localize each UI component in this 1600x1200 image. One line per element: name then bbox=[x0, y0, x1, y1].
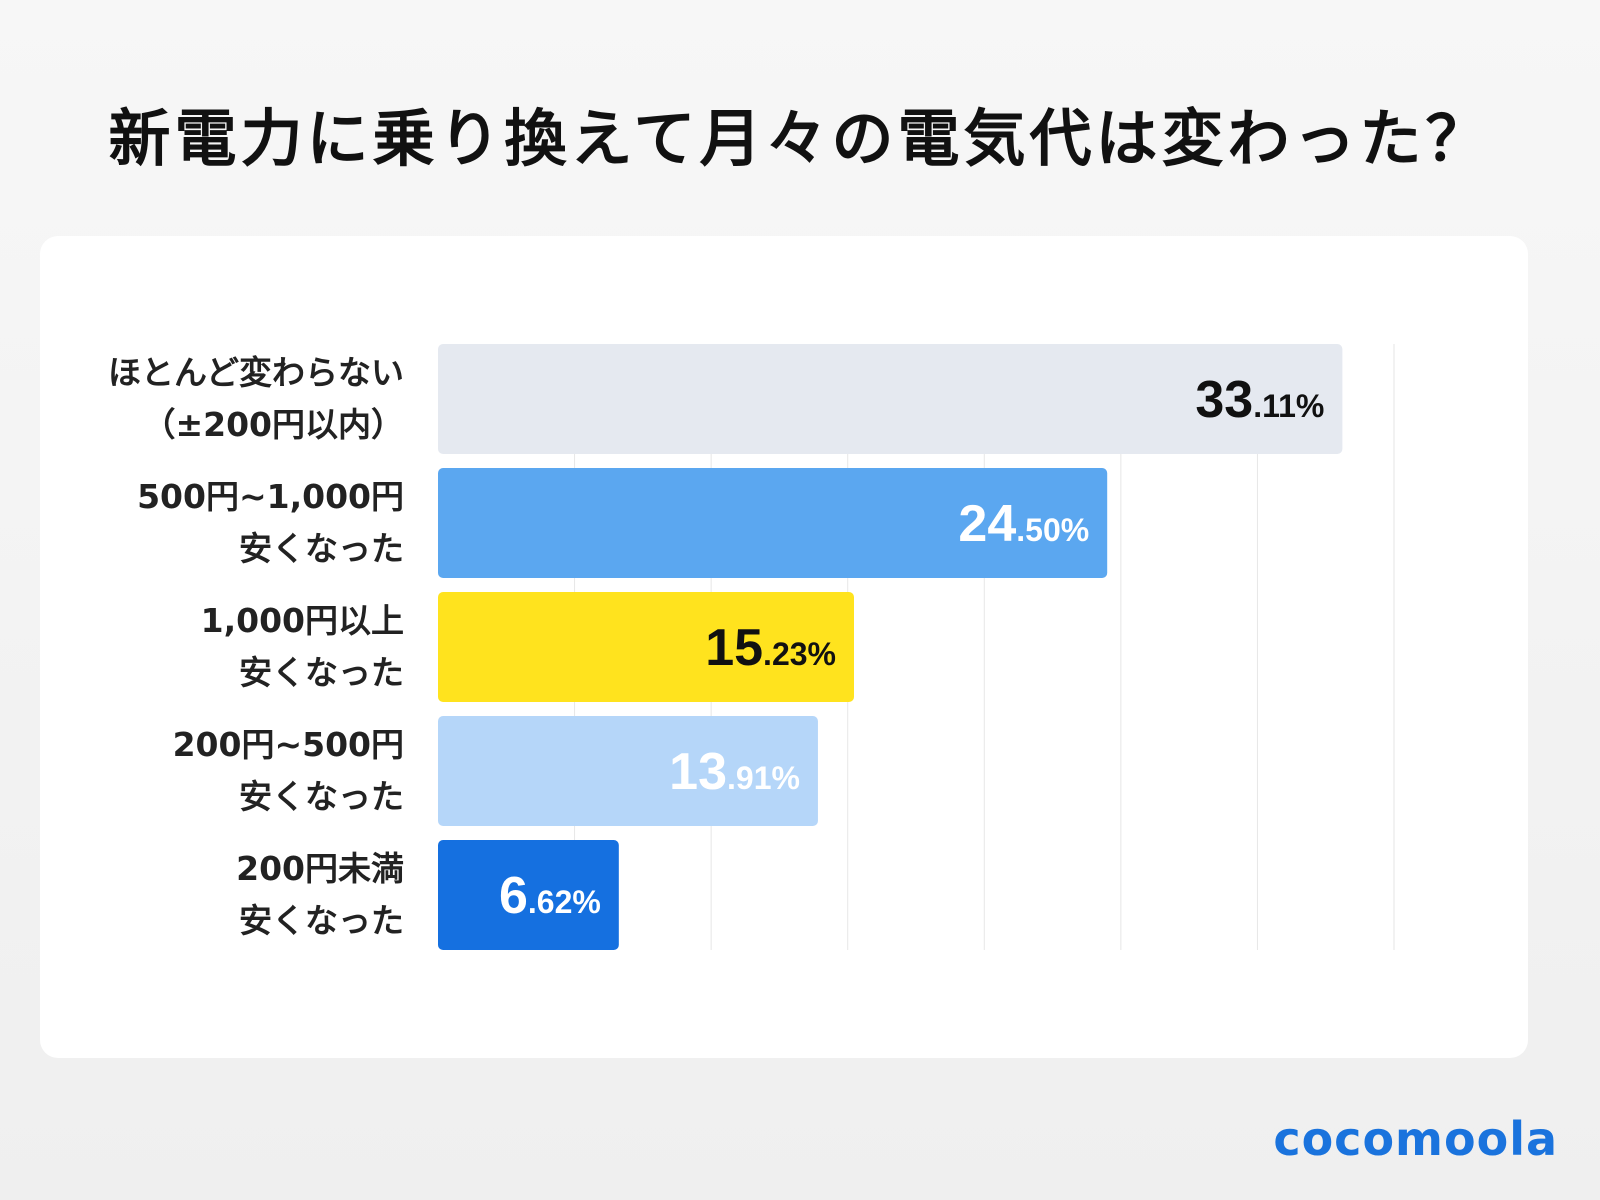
data-label: 13.91% bbox=[669, 743, 800, 801]
category-label: 1,000円以上安くなった bbox=[4, 595, 404, 699]
bar bbox=[438, 344, 1343, 454]
bar bbox=[438, 592, 854, 702]
category-label-line: 安くなった bbox=[239, 653, 404, 692]
category-label-line: ほとんど変わらない bbox=[107, 353, 404, 392]
category-label: 200円未満 安くなった bbox=[4, 843, 404, 947]
category-label: ほとんど変わらない （±200円以内） bbox=[4, 347, 404, 451]
category-label: 500円~1,000円安くなった bbox=[4, 471, 404, 575]
category-label-line: 200円未満 bbox=[236, 849, 404, 888]
category-label: 200円~500円安くなった bbox=[4, 719, 404, 823]
category-label-line: 安くなった bbox=[239, 901, 404, 940]
chart-title: 新電力に乗り換えて月々の電気代は変わった？ bbox=[108, 102, 1492, 175]
bar bbox=[438, 468, 1108, 578]
category-label-line: 安くなった bbox=[239, 777, 404, 816]
category-label-line: （±200円以内） bbox=[142, 405, 404, 444]
category-label-line: 500円~1,000円 bbox=[137, 477, 404, 516]
data-label: 33.11% bbox=[1195, 371, 1324, 429]
data-label: 24.50% bbox=[958, 495, 1089, 553]
bar bbox=[438, 716, 818, 826]
bar bbox=[438, 840, 619, 950]
brand-logo: cocomoola bbox=[1273, 1112, 1558, 1166]
category-label-line: 安くなった bbox=[239, 529, 404, 568]
data-label: 15.23% bbox=[705, 619, 836, 677]
category-label-line: 200円~500円 bbox=[172, 725, 404, 764]
category-label-line: 1,000円以上 bbox=[200, 601, 404, 640]
data-label: 6.62% bbox=[499, 867, 601, 925]
